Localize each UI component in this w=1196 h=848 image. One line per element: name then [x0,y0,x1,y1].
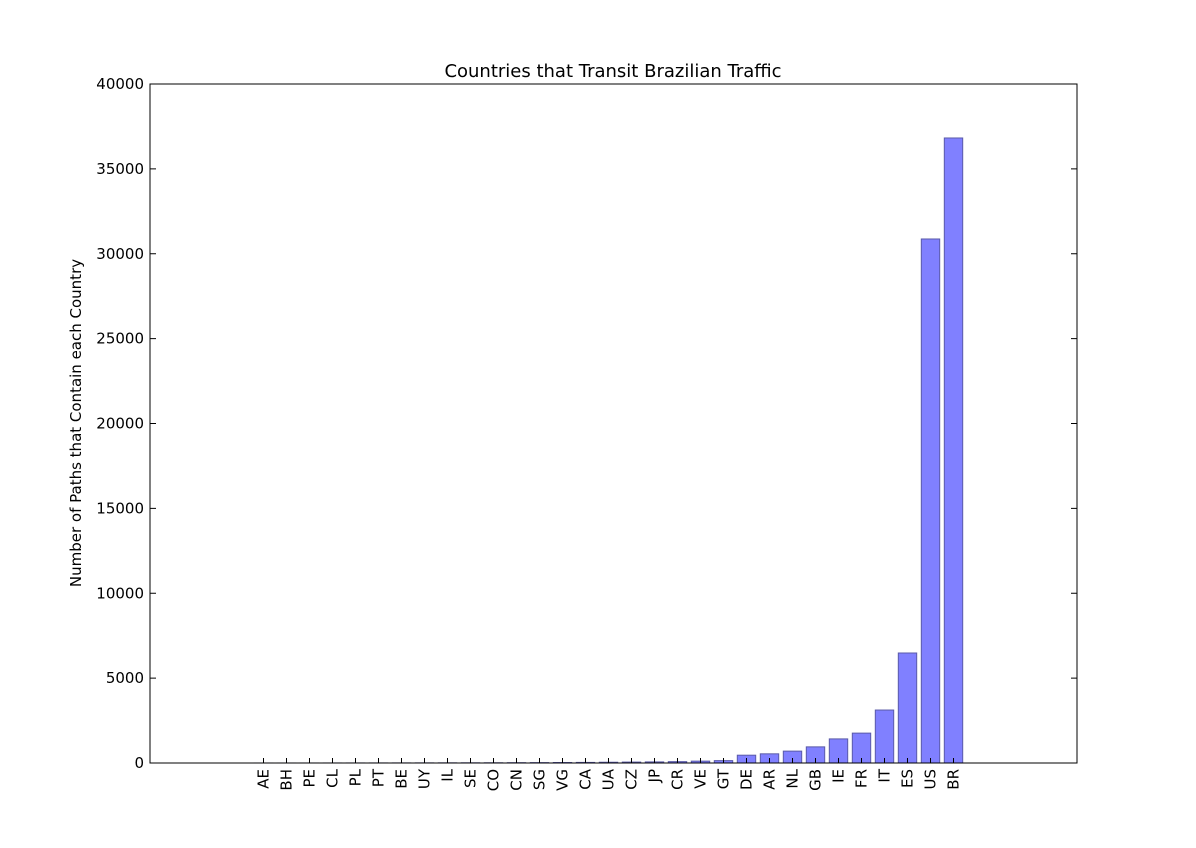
x-tick-label: AE [255,769,273,789]
x-tick-label: IL [439,768,457,781]
bar-it [874,709,895,764]
x-tick-label: JP [646,769,664,783]
x-tick-label: PT [370,768,388,787]
x-tick-label: GT [715,768,733,789]
y-tick-label: 25000 [96,330,144,348]
x-axis-ticks: AE BH PE CL PL PT BE UY IL SE CO CN SG VG CA UA CZ JP CR VE… [255,758,963,791]
x-tick-label: IE [830,769,848,783]
x-tick-label: UY [416,768,434,789]
bar-br [943,137,964,764]
chart-title: Countries that Transit Brazilian Traffic [444,61,781,82]
x-tick-label: ES [899,769,917,788]
y-tick-label: 20000 [96,415,144,433]
x-tick-label: GB [807,769,825,791]
y-tick-label: 0 [134,754,144,772]
x-tick-label: CN [508,769,526,791]
x-tick-label: CZ [623,769,641,790]
y-tick-label: 15000 [96,499,144,517]
x-tick-label: DE [738,769,756,790]
y-axis-label: Number of Paths that Contain each Countr… [67,259,85,587]
y-tick-label: 30000 [96,245,144,263]
x-tick-label: AR [761,769,779,790]
x-tick-label: SG [531,769,549,790]
y-tick-label: 10000 [96,584,144,602]
x-tick-label: CR [669,769,687,790]
x-tick-label: US [922,769,940,790]
x-tick-label: SE [462,769,480,788]
plot-frame [149,83,1078,764]
bar-es [897,652,918,764]
x-tick-label: BE [393,769,411,789]
bars-group [253,137,964,764]
x-tick-label: PL [347,768,365,786]
x-tick-label: CL [324,768,342,787]
x-tick-label: PE [301,769,319,788]
x-tick-label: VE [692,769,710,789]
y-tick-label: 5000 [106,669,144,687]
x-tick-label: FR [853,769,871,788]
x-tick-label: UA [600,768,618,790]
y-tick-label: 40000 [96,75,144,93]
x-tick-label: IT [876,768,894,782]
y-axis-ticks: 0 5000 10000 15000 20000 25000 30000 35000 40000 [96,75,1077,772]
x-tick-label: CA [577,768,595,789]
x-tick-label: CO [485,769,503,791]
x-tick-label: VG [554,769,572,791]
x-tick-label: NL [784,768,802,788]
y-tick-label: 35000 [96,160,144,178]
x-tick-label: BR [945,769,963,790]
x-tick-label: BH [278,769,296,791]
bar-us [920,238,941,764]
